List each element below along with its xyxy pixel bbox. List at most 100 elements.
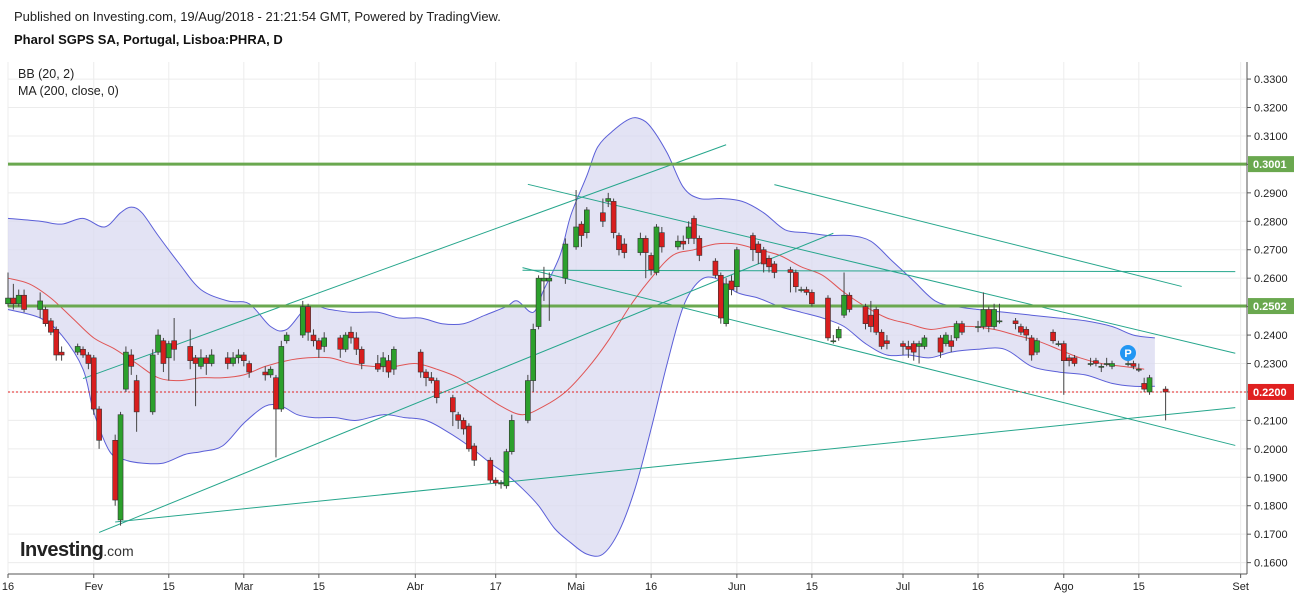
- candle-body: [503, 451, 510, 487]
- candle: [96, 406, 102, 449]
- candle: [273, 374, 279, 458]
- horizontal-levels: [8, 162, 1247, 393]
- candle: [1125, 360, 1131, 367]
- x-tick-label: Fev: [85, 581, 104, 593]
- candle-body: [1093, 360, 1099, 364]
- candle-body: [10, 297, 17, 305]
- candle-body: [530, 329, 537, 381]
- candle-body: [192, 357, 199, 364]
- candle-body: [873, 309, 880, 333]
- candle-body: [58, 351, 65, 356]
- candle: [316, 337, 322, 358]
- candle-body: [90, 357, 97, 410]
- candle: [1034, 337, 1040, 355]
- candle-body: [1060, 343, 1067, 361]
- candle-body: [1162, 388, 1169, 393]
- candle-body: [1023, 329, 1030, 336]
- candle-body: [1028, 337, 1035, 356]
- candle-body: [358, 348, 365, 364]
- candle: [1130, 360, 1137, 370]
- candle-body: [466, 425, 472, 450]
- candle: [305, 303, 311, 341]
- x-tick-label: 15: [163, 581, 175, 593]
- candle: [133, 374, 140, 432]
- candle-body: [428, 377, 435, 381]
- candle-body: [675, 240, 681, 248]
- x-tick-label: 17: [490, 581, 502, 593]
- candle: [15, 289, 22, 307]
- candle-body: [1109, 363, 1115, 367]
- indicator-legend: BB (20, 2) MA (200, close, 0): [18, 67, 119, 98]
- candle: [283, 332, 290, 344]
- x-tick-label: 16: [645, 581, 657, 593]
- candle: [1066, 354, 1072, 367]
- candle-body: [230, 357, 236, 364]
- candle-body: [712, 260, 719, 276]
- trendline: [522, 267, 1236, 446]
- candle: [508, 414, 515, 455]
- candle-body: [637, 238, 644, 253]
- candle: [455, 411, 461, 429]
- candle: [299, 300, 306, 338]
- candle-body: [691, 218, 697, 239]
- logo-suffix: .com: [103, 543, 134, 559]
- candle-body: [916, 343, 922, 347]
- published-note: Published on Investing.com, 19/Aug/2018 …: [14, 9, 501, 24]
- candle-body: [48, 320, 54, 333]
- candle-body: [535, 277, 542, 327]
- candle: [793, 269, 799, 293]
- candle-body: [541, 277, 547, 282]
- x-tick-label: 16: [972, 581, 984, 593]
- x-tick-label: Mai: [567, 581, 585, 593]
- candle: [321, 332, 327, 353]
- x-tick-label: 16: [2, 581, 14, 593]
- p-marker-label[interactable]: P: [1124, 348, 1131, 360]
- candle-body: [985, 309, 992, 327]
- y-tick-label: 0.2400: [1254, 330, 1288, 342]
- candle: [734, 246, 740, 293]
- p-marker[interactable]: P: [1120, 345, 1136, 361]
- candle-body: [717, 275, 724, 319]
- trendline: [527, 183, 1236, 354]
- candle-body: [187, 346, 194, 361]
- y-tick-label: 0.1700: [1254, 529, 1288, 541]
- candle: [466, 423, 472, 452]
- investing-logo: Investing.com: [20, 539, 134, 562]
- candle-body: [616, 235, 622, 251]
- candle-body: [117, 414, 124, 521]
- bollinger-bands: [7, 117, 1155, 557]
- candle-body: [1103, 363, 1110, 365]
- level-badge: [1248, 298, 1294, 315]
- candle: [74, 343, 81, 355]
- candle-body: [53, 329, 60, 356]
- candle: [155, 329, 161, 355]
- bb-upper-line: [7, 117, 1155, 339]
- p-marker-circle[interactable]: [1120, 345, 1136, 361]
- candle-body: [160, 340, 167, 364]
- candle: [675, 235, 681, 250]
- y-tick-label: 0.2800: [1254, 216, 1288, 228]
- candle-body: [562, 243, 569, 279]
- candle-body: [380, 357, 386, 367]
- candle: [160, 337, 167, 373]
- candle-body: [498, 482, 504, 485]
- candle: [1093, 357, 1099, 367]
- candle-body: [310, 334, 317, 342]
- candle-body: [862, 306, 869, 324]
- candle-body: [793, 272, 799, 288]
- x-tick-label: Mar: [234, 581, 253, 593]
- trendline: [115, 407, 1236, 523]
- candle-body: [321, 337, 327, 347]
- candle: [21, 289, 27, 313]
- x-tick-label: Jul: [896, 581, 910, 593]
- candle: [1136, 363, 1142, 373]
- candle: [1018, 323, 1024, 336]
- candle-body: [1050, 331, 1056, 342]
- candle: [48, 318, 54, 336]
- candle: [342, 332, 349, 353]
- candle-body: [262, 371, 269, 376]
- candle: [900, 340, 906, 355]
- candle: [953, 320, 960, 341]
- candle: [224, 352, 231, 370]
- candle: [1162, 386, 1169, 421]
